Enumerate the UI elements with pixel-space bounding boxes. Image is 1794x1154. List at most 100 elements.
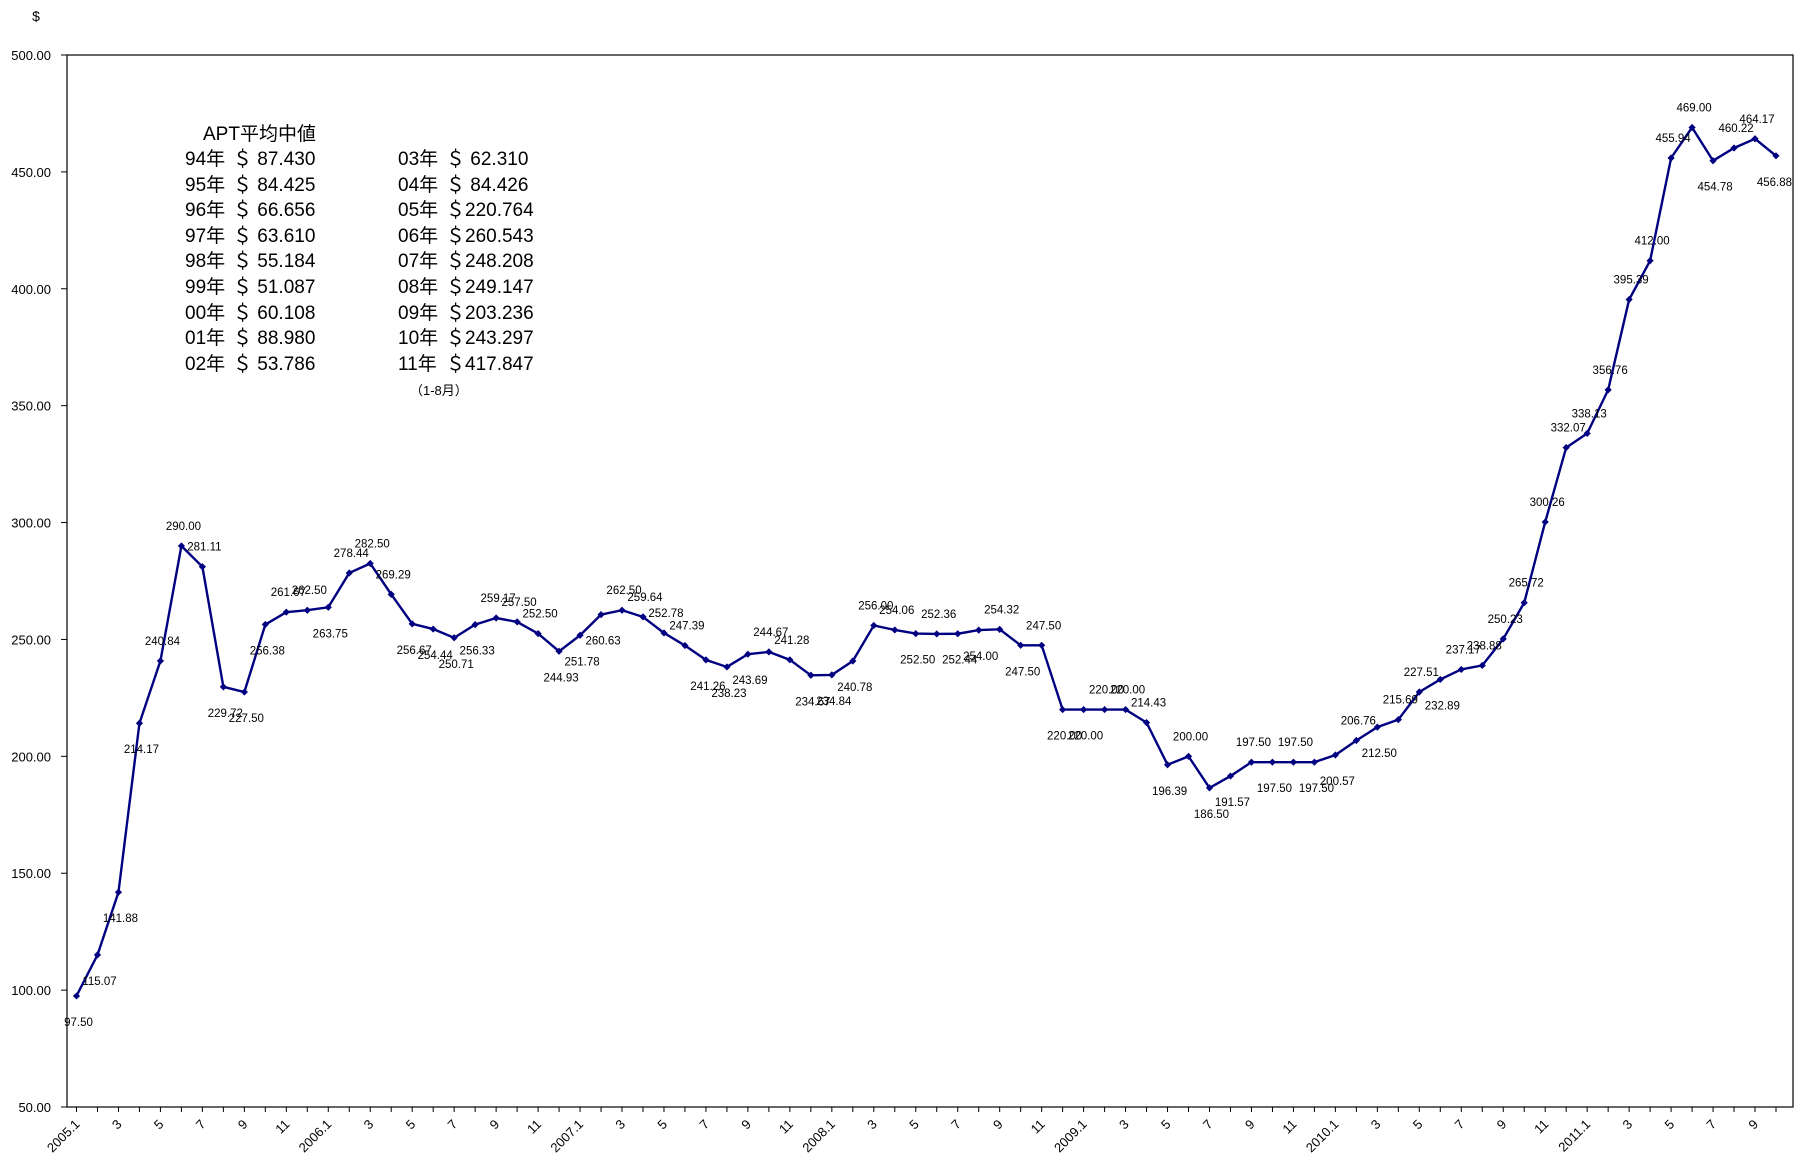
legend-row-year: 97年 — [185, 225, 226, 247]
data-point-marker — [1289, 758, 1298, 766]
legend-row-value: ＄ 62.310 — [446, 149, 529, 170]
data-point-marker — [723, 663, 731, 671]
x-tick-label: 9 — [1494, 1117, 1510, 1133]
y-tick-label: 50.00 — [18, 1100, 51, 1115]
legend-row: 00年 ＄ 60.108 — [185, 301, 315, 327]
data-point-marker — [1080, 705, 1088, 714]
data-label: 240.78 — [837, 682, 872, 694]
data-label: 240.84 — [145, 636, 181, 648]
legend-row: 03年 ＄ 62.310 — [398, 147, 534, 173]
data-label: 338.13 — [1572, 408, 1607, 420]
x-tick-label: 7 — [948, 1117, 964, 1133]
data-label: 460.22 — [1718, 123, 1753, 135]
data-label: 220.00 — [1068, 731, 1103, 743]
data-label: 215.69 — [1383, 695, 1418, 707]
legend-row: 10年 ＄243.297 — [398, 326, 534, 352]
data-label: 257.50 — [502, 597, 537, 609]
data-label: 412.00 — [1635, 236, 1670, 248]
y-tick-label: 400.00 — [11, 282, 51, 297]
data-label: 220.00 — [1089, 685, 1124, 697]
data-label: 252.44 — [942, 655, 978, 667]
data-point-marker — [765, 648, 773, 656]
data-label: 238.23 — [711, 688, 746, 700]
data-point-marker — [1247, 758, 1256, 766]
data-label: 256.38 — [250, 646, 285, 658]
legend-row-year: 09年 — [398, 302, 439, 324]
data-label: 97.50 — [64, 1017, 93, 1029]
legend-row-year: 95年 — [185, 174, 226, 196]
data-point-marker — [240, 688, 248, 696]
y-axis: 50.00 100.00 150.00 200.00 250.00 300.00 350.0… — [11, 48, 67, 1115]
data-point-marker — [681, 641, 689, 650]
data-label: 278.44 — [334, 548, 370, 560]
y-tick-label: 250.00 — [11, 632, 51, 647]
x-tick-label: 11 — [776, 1117, 796, 1137]
y-tick-label: 150.00 — [11, 866, 51, 881]
data-point-marker — [303, 606, 311, 614]
x-tick-label: 9 — [235, 1117, 251, 1133]
data-label: 254.06 — [879, 605, 914, 617]
legend-row-year: 07年 — [398, 251, 439, 273]
legend-row-value: ＄ 88.980 — [233, 328, 316, 350]
legend-row-year: 96年 — [185, 200, 226, 222]
data-label: 243.69 — [732, 675, 767, 687]
data-label: 227.51 — [1404, 667, 1439, 679]
x-tick-label: 11 — [272, 1117, 292, 1137]
data-point-marker — [660, 629, 668, 637]
legend-note: （1-8月） — [410, 383, 468, 398]
legend-row: 02年 ＄ 53.786 — [185, 352, 315, 378]
data-label: 250.71 — [439, 659, 474, 671]
data-point-marker — [1226, 772, 1235, 780]
legend-row-year: 99年 — [185, 276, 226, 298]
data-point-marker — [1142, 718, 1151, 727]
data-label: 252.50 — [900, 655, 935, 667]
data-label: 241.28 — [774, 635, 809, 647]
data-point-marker — [1352, 736, 1360, 745]
data-label: 212.50 — [1362, 748, 1397, 760]
data-label: 227.50 — [229, 713, 264, 725]
legend-row-year: 01年 — [185, 328, 226, 350]
data-label: 247.39 — [669, 621, 704, 633]
x-tick-label: 3 — [1116, 1117, 1132, 1133]
x-tick-label: 5 — [151, 1117, 167, 1133]
data-point-marker — [387, 590, 395, 598]
data-point-marker — [429, 625, 437, 633]
y-tick-label: 300.00 — [11, 516, 51, 531]
legend-row-year: 03年 — [398, 149, 439, 170]
data-point-marker — [198, 563, 206, 571]
x-tick-label: 3 — [361, 1117, 377, 1133]
x-tick-label: 5 — [1661, 1117, 1677, 1133]
data-point-marker — [639, 613, 647, 621]
x-tick-label: 5 — [403, 1117, 419, 1133]
data-point-marker — [1625, 295, 1633, 304]
data-point-marker — [870, 621, 878, 630]
x-tick-label: 2006.1 — [296, 1117, 335, 1154]
data-point-marker — [996, 625, 1004, 633]
data-label: 220.00 — [1047, 731, 1082, 743]
x-tick-label: 7 — [1703, 1117, 1719, 1133]
data-point-marker — [1059, 705, 1067, 714]
data-label: 252.36 — [921, 609, 956, 621]
data-point-marker — [1100, 705, 1109, 714]
data-label: 197.50 — [1257, 783, 1292, 795]
plot-area-frame — [66, 54, 1794, 1108]
x-tick-label: 5 — [906, 1117, 922, 1133]
data-point-marker — [114, 888, 123, 896]
data-point-marker — [933, 630, 941, 638]
data-point-marker — [1205, 784, 1214, 792]
data-point-marker — [1394, 716, 1402, 724]
data-point-marker — [156, 657, 165, 665]
legend-row-value: ＄ 66.656 — [233, 200, 316, 222]
data-label: 234.84 — [816, 696, 852, 708]
data-point-marker — [1562, 443, 1570, 452]
data-label: 469.00 — [1676, 102, 1711, 114]
legend-row-value: ＄249.147 — [446, 276, 534, 298]
data-point-marker — [1373, 723, 1381, 731]
data-label: 282.50 — [355, 538, 390, 550]
data-point-marker — [1184, 752, 1193, 760]
data-label: 300.26 — [1530, 497, 1565, 509]
data-point-marker — [534, 630, 542, 638]
data-point-marker — [345, 569, 353, 577]
data-point-marker — [1709, 157, 1717, 165]
x-axis: 2005.1 3 5 7 9 11 2006.1 3 5 7 9 11 2007.1 3 5 7 9 11 2008… — [44, 1107, 1777, 1154]
